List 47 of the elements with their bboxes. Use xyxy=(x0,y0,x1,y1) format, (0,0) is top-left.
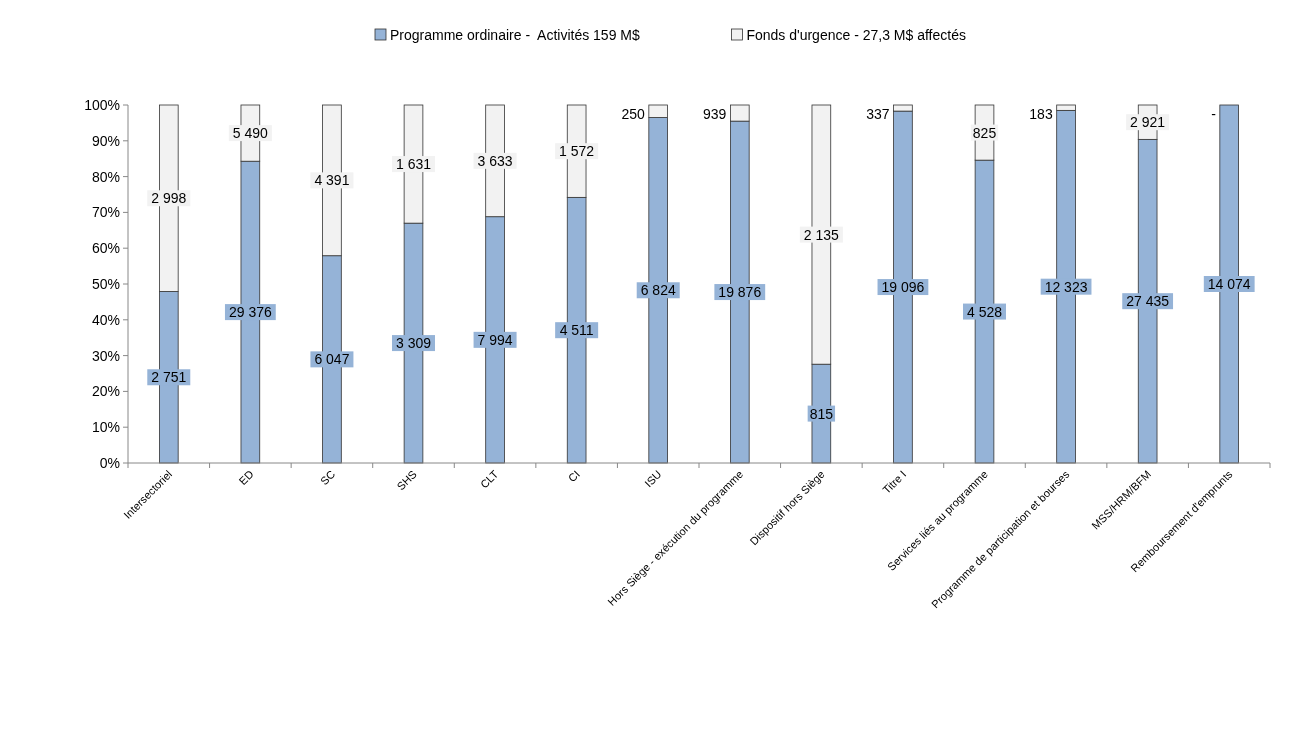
y-tick-label: 60% xyxy=(91,240,120,257)
annotation: 825 xyxy=(972,124,997,141)
annotation: 4 528 xyxy=(966,303,1003,320)
legend-label: Fonds d'urgence - 27,3 M$ affectés xyxy=(746,27,966,43)
x-tick-label: CI xyxy=(565,467,583,485)
y-tick-label: 100% xyxy=(84,97,120,113)
annotation: 2 921 xyxy=(1130,114,1166,131)
annotation: 815 xyxy=(809,405,834,422)
annotation: 4 511 xyxy=(559,322,594,339)
annotation: 6 824 xyxy=(640,282,676,299)
x-tick-label: CLT xyxy=(477,467,501,491)
annotation: 2 751 xyxy=(151,369,187,386)
y-tick-label: 50% xyxy=(91,276,120,292)
annotation: 12 323 xyxy=(1044,278,1088,295)
y-tick-label: 80% xyxy=(91,168,120,185)
annotation: 939 xyxy=(703,106,727,122)
annotation: 2 135 xyxy=(803,226,840,243)
y-tick-label: 10% xyxy=(91,419,120,436)
y-tick-label: 30% xyxy=(91,347,120,364)
annotation: 337 xyxy=(866,106,890,122)
annotation: - xyxy=(1211,106,1217,122)
annotation: 19 876 xyxy=(718,284,762,301)
annotation: 1 572 xyxy=(559,143,595,160)
y-tick-label: 0% xyxy=(99,455,120,471)
annotation: 3 309 xyxy=(395,335,432,352)
y-tick-label: 90% xyxy=(91,132,120,149)
x-tick-label: ED xyxy=(236,467,256,488)
annotation: 183 xyxy=(1029,106,1053,122)
annotation: 5 490 xyxy=(232,125,269,142)
annotation: 1 631 xyxy=(395,156,432,173)
y-tick-label: 40% xyxy=(91,311,120,328)
y-tick-label: 20% xyxy=(91,383,120,400)
annotation: 3 633 xyxy=(477,152,513,169)
annotation: 29 376 xyxy=(228,304,272,321)
annotation: 27 435 xyxy=(1126,293,1170,310)
x-tick-label: SC xyxy=(318,467,338,488)
annotation: 4 391 xyxy=(314,172,350,189)
y-tick-label: 70% xyxy=(91,204,120,221)
annotation: 19 096 xyxy=(881,279,925,296)
annotation: 250 xyxy=(621,106,646,122)
annotation: 7 994 xyxy=(477,331,513,348)
x-tick-label: ISU xyxy=(642,467,664,490)
annotation: 2 998 xyxy=(151,190,187,207)
x-tick-label: Titre I xyxy=(880,467,909,497)
annotation: 14 074 xyxy=(1207,276,1251,292)
annotation: 6 047 xyxy=(314,351,350,368)
legend-label: Programme ordinaire - Activités 159 M$ xyxy=(390,27,640,43)
